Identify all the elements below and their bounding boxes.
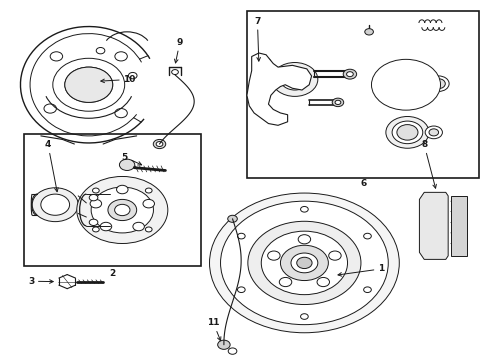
- Circle shape: [115, 108, 127, 118]
- Text: 1: 1: [337, 264, 384, 276]
- Circle shape: [53, 58, 124, 111]
- Circle shape: [145, 188, 152, 193]
- Circle shape: [114, 204, 130, 216]
- Circle shape: [91, 187, 153, 233]
- Circle shape: [390, 74, 419, 95]
- Circle shape: [44, 104, 56, 113]
- Circle shape: [237, 287, 244, 293]
- Circle shape: [217, 340, 230, 349]
- Bar: [24, 134, 201, 266]
- Circle shape: [427, 76, 448, 91]
- Circle shape: [119, 159, 135, 171]
- Text: 10: 10: [101, 75, 135, 84]
- Circle shape: [385, 117, 428, 148]
- Circle shape: [89, 219, 98, 225]
- Text: 7: 7: [254, 17, 260, 61]
- Circle shape: [296, 257, 311, 269]
- Circle shape: [371, 59, 440, 110]
- Text: 6: 6: [360, 179, 366, 188]
- Circle shape: [363, 287, 370, 293]
- Text: 2: 2: [109, 269, 116, 278]
- Circle shape: [300, 207, 307, 212]
- Circle shape: [108, 199, 137, 221]
- Circle shape: [116, 185, 128, 194]
- Circle shape: [77, 176, 167, 243]
- Circle shape: [279, 278, 291, 287]
- Circle shape: [424, 126, 442, 139]
- Polygon shape: [419, 192, 447, 259]
- Circle shape: [228, 348, 236, 354]
- Bar: [246, 11, 478, 178]
- Circle shape: [156, 141, 163, 147]
- Circle shape: [64, 67, 112, 102]
- Circle shape: [300, 314, 307, 319]
- Circle shape: [128, 72, 137, 79]
- Circle shape: [171, 69, 178, 75]
- Text: 4: 4: [45, 140, 58, 192]
- Circle shape: [328, 251, 341, 260]
- Circle shape: [41, 194, 69, 215]
- Circle shape: [92, 227, 99, 232]
- Circle shape: [50, 52, 62, 61]
- Text: 9: 9: [174, 38, 183, 63]
- Circle shape: [396, 125, 417, 140]
- Circle shape: [280, 245, 328, 280]
- Circle shape: [346, 72, 352, 77]
- Circle shape: [220, 201, 387, 325]
- Circle shape: [385, 71, 424, 99]
- Circle shape: [364, 29, 373, 35]
- Circle shape: [209, 193, 399, 333]
- Circle shape: [153, 139, 165, 149]
- Text: 3: 3: [28, 277, 53, 286]
- Circle shape: [142, 199, 154, 208]
- Circle shape: [334, 100, 340, 104]
- Circle shape: [290, 253, 317, 273]
- Text: 5: 5: [122, 153, 142, 165]
- Circle shape: [237, 233, 244, 239]
- Circle shape: [261, 58, 270, 66]
- Circle shape: [145, 227, 152, 232]
- Circle shape: [316, 278, 329, 287]
- Circle shape: [115, 52, 127, 61]
- Circle shape: [92, 188, 99, 193]
- Text: 8: 8: [420, 140, 435, 188]
- Circle shape: [96, 48, 104, 54]
- Circle shape: [90, 199, 102, 208]
- Circle shape: [363, 233, 370, 239]
- Text: 11: 11: [207, 318, 221, 341]
- Circle shape: [280, 69, 308, 90]
- Circle shape: [271, 63, 317, 96]
- Circle shape: [100, 222, 111, 231]
- Circle shape: [32, 188, 78, 222]
- Circle shape: [267, 251, 280, 260]
- Circle shape: [431, 79, 445, 89]
- Circle shape: [268, 113, 278, 120]
- Polygon shape: [246, 53, 311, 125]
- Circle shape: [376, 64, 432, 105]
- Circle shape: [89, 194, 98, 201]
- Circle shape: [331, 98, 343, 107]
- Circle shape: [343, 69, 356, 79]
- Circle shape: [428, 129, 438, 136]
- Circle shape: [64, 67, 112, 102]
- Circle shape: [133, 222, 144, 231]
- Polygon shape: [449, 196, 467, 256]
- Circle shape: [391, 121, 422, 144]
- Circle shape: [261, 231, 347, 294]
- Circle shape: [227, 215, 237, 222]
- Circle shape: [247, 221, 360, 305]
- Circle shape: [298, 235, 310, 244]
